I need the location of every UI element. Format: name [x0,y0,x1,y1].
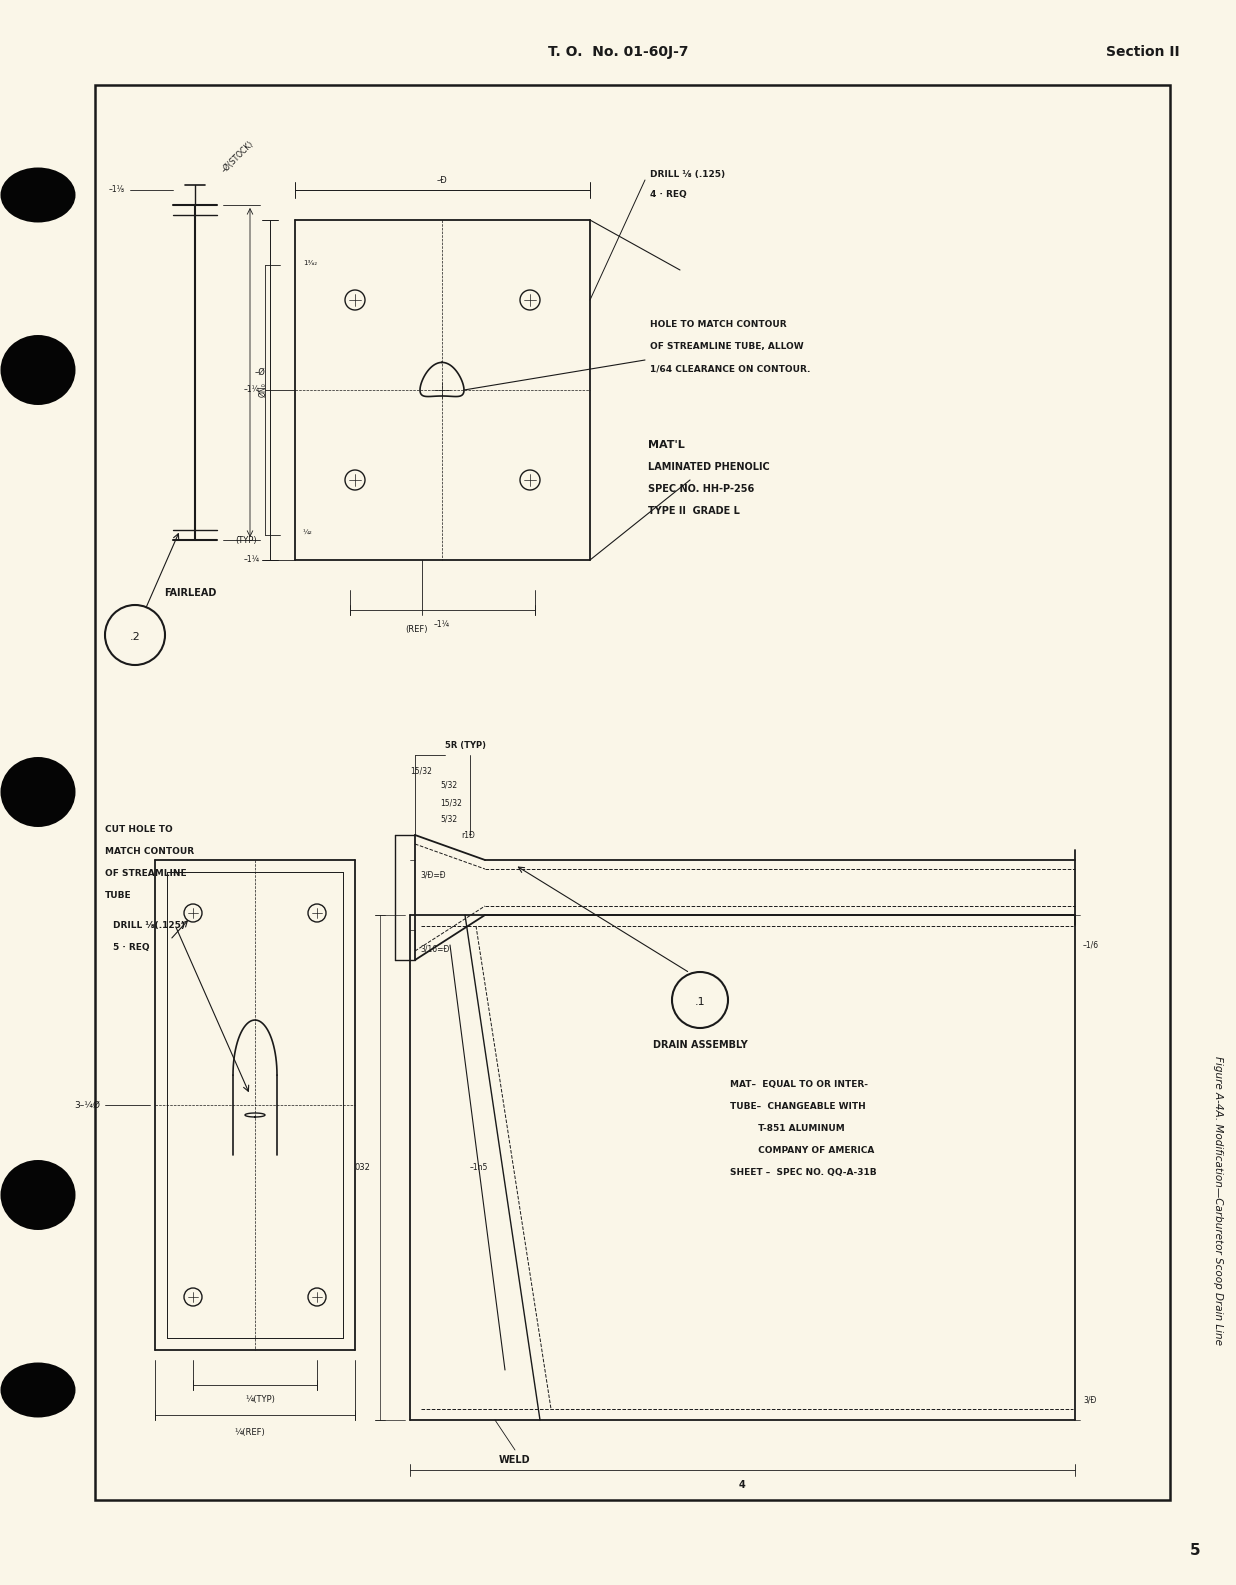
Text: FAIRLEAD: FAIRLEAD [164,588,216,598]
Text: (REF): (REF) [405,624,428,634]
Text: OF STREAMLINE TUBE, ALLOW: OF STREAMLINE TUBE, ALLOW [650,342,803,350]
Text: 5 · REQ: 5 · REQ [112,943,150,953]
Text: TUBE–  CHANGEABLE WITH: TUBE– CHANGEABLE WITH [730,1102,865,1111]
Text: LAMINATED PHENOLIC: LAMINATED PHENOLIC [648,461,770,472]
Text: –Ð: –Ð [436,176,447,185]
Text: DRILL ⅛ (.125): DRILL ⅛ (.125) [650,170,726,179]
Text: 5/32: 5/32 [440,815,457,823]
Text: 3/Ð: 3/Ð [1083,1395,1096,1404]
Text: ¼₂: ¼₂ [303,529,313,536]
Text: WELD: WELD [499,1455,530,1465]
Text: 4: 4 [739,1480,745,1490]
Ellipse shape [0,1363,75,1417]
Text: –1⅛: –1⅛ [109,185,125,195]
Text: OF STREAMLINE: OF STREAMLINE [105,869,187,878]
Text: 1/64 CLEARANCE ON CONTOUR.: 1/64 CLEARANCE ON CONTOUR. [650,365,811,372]
Text: DRAIN ASSEMBLY: DRAIN ASSEMBLY [653,1040,748,1049]
Text: r1Ð: r1Ð [461,831,475,840]
Text: TUBE: TUBE [105,891,131,900]
Text: COMPANY OF AMERICA: COMPANY OF AMERICA [730,1146,874,1155]
Text: .2: .2 [130,632,141,642]
Text: (TYP): (TYP) [235,536,257,545]
Text: 5/32: 5/32 [440,781,457,789]
Text: MAT–  EQUAL TO OR INTER-: MAT– EQUAL TO OR INTER- [730,1079,868,1089]
Text: .1: .1 [695,997,706,1006]
Ellipse shape [0,1160,75,1230]
Text: ØN₀: ØN₀ [258,382,267,398]
Text: –Ø: –Ø [255,368,266,377]
Text: T-851 ALUMINUM: T-851 ALUMINUM [730,1124,844,1133]
Bar [95,86,1170,1499]
Text: Figure A-4A. Modification—Carburetor Scoop Drain Line: Figure A-4A. Modification—Carburetor Sco… [1213,1056,1222,1344]
Text: HOLE TO MATCH CONTOUR: HOLE TO MATCH CONTOUR [650,320,786,330]
Text: SPEC NO. HH-P-256: SPEC NO. HH-P-256 [648,483,754,495]
Text: SHEET –  SPEC NO. QQ-A-31B: SHEET – SPEC NO. QQ-A-31B [730,1168,876,1178]
Text: 3–¼Ø: 3–¼Ø [74,1100,100,1110]
Text: MAT'L: MAT'L [648,441,685,450]
Text: DRILL ⅛(.125): DRILL ⅛(.125) [112,921,185,930]
Text: 3/16=Ð: 3/16=Ð [420,945,450,954]
Text: MATCH CONTOUR: MATCH CONTOUR [105,846,194,856]
Text: ¼(REF): ¼(REF) [235,1428,266,1438]
Text: –1¼: –1¼ [243,555,260,564]
Text: CUT HOLE TO: CUT HOLE TO [105,826,173,834]
Text: T. O.  No. 01-60J-7: T. O. No. 01-60J-7 [548,44,688,59]
Text: 3/Ð=Ð: 3/Ð=Ð [420,870,446,880]
Text: Section II: Section II [1106,44,1180,59]
Text: 5R (TYP): 5R (TYP) [445,742,486,750]
Text: TYPE II  GRADE L: TYPE II GRADE L [648,506,740,517]
Text: –1n5: –1n5 [470,1162,488,1171]
Text: 4 · REQ: 4 · REQ [650,190,687,200]
Text: 032: 032 [355,1162,370,1171]
Text: 15/32: 15/32 [410,766,431,775]
Text: –1¼: –1¼ [243,385,260,395]
Ellipse shape [0,334,75,406]
Ellipse shape [0,168,75,222]
Text: –1¼: –1¼ [434,620,450,629]
Text: 1⅜₂: 1⅜₂ [303,260,318,266]
Text: ¼(TYP): ¼(TYP) [245,1395,274,1404]
Ellipse shape [0,758,75,827]
Text: 15/32: 15/32 [440,799,462,808]
Text: –1/6: –1/6 [1083,940,1099,949]
Text: 5: 5 [1189,1544,1200,1558]
Text: –Ø(STOCK): –Ø(STOCK) [220,139,256,174]
